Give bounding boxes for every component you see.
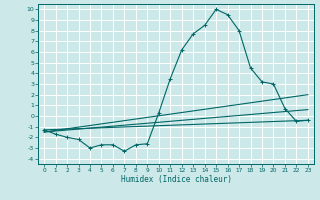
X-axis label: Humidex (Indice chaleur): Humidex (Indice chaleur) xyxy=(121,175,231,184)
